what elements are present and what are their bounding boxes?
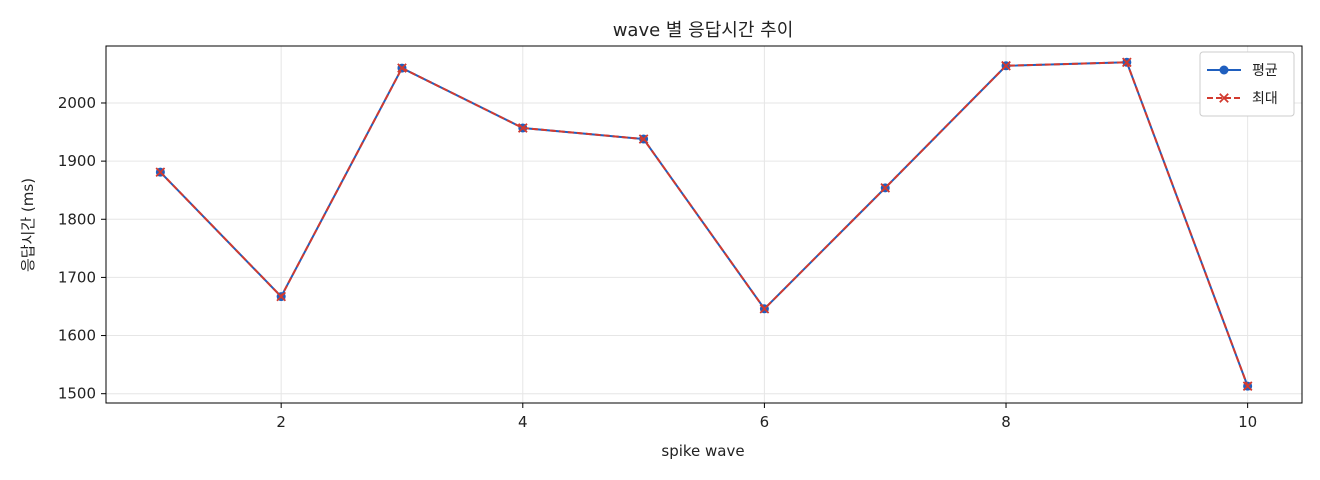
data-point-max <box>276 291 287 302</box>
series-line-max <box>159 61 1249 387</box>
y-axis: 1500 1600 1700 1800 1900 2000 <box>58 94 106 403</box>
x-tick-label: 6 <box>760 413 770 431</box>
chart-title: wave 별 응답시간 추이 <box>613 20 794 41</box>
data-point-max <box>1242 381 1253 391</box>
y-tick-label: 1500 <box>58 385 96 403</box>
legend-marker-avg <box>1219 65 1229 75</box>
data-point-max <box>517 123 528 133</box>
series-max <box>155 57 1253 391</box>
x-tick-label: 8 <box>1001 413 1011 431</box>
x-tick-label: 10 <box>1238 413 1257 431</box>
grid-lines <box>106 46 1302 403</box>
data-point-max <box>155 167 166 178</box>
legend-label-max: 최대 <box>1252 91 1278 107</box>
legend-marker-max <box>1219 93 1229 103</box>
y-tick-label: 1600 <box>58 327 96 345</box>
legend-box <box>1199 51 1295 117</box>
y-tick-label: 1800 <box>58 210 96 228</box>
legend-label-avg: 평균 <box>1252 63 1278 79</box>
y-tick-label: 1900 <box>58 152 96 170</box>
y-tick-label: 2000 <box>58 94 96 112</box>
data-point-max <box>880 183 891 193</box>
x-axis: 2 4 6 8 10 <box>276 403 1257 431</box>
y-tick-label: 1700 <box>58 268 96 286</box>
x-tick-label: 2 <box>276 413 286 431</box>
data-point-max <box>397 63 407 73</box>
data-point-max <box>1121 57 1132 68</box>
data-point-max <box>638 134 649 144</box>
x-axis-label: spike wave <box>661 442 744 460</box>
data-point-max <box>1001 60 1011 71</box>
plot-frame <box>105 45 1303 404</box>
data-point-max <box>759 303 770 314</box>
y-axis-label: 응답시간 (ms) <box>19 178 37 272</box>
x-tick-label: 4 <box>518 413 528 431</box>
series-group <box>155 57 1253 391</box>
